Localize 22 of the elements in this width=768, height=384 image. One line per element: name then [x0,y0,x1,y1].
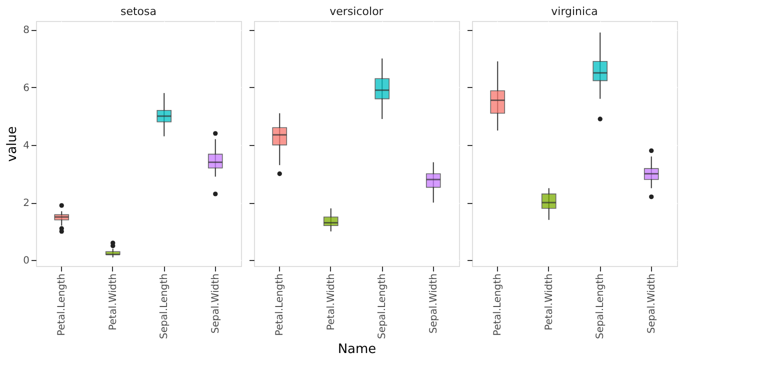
x-tick-label: Sepal.Length [595,274,606,339]
x-tick-label: Sepal.Width [428,274,440,334]
x-tick-label: Petal.Width [544,274,555,330]
x-tick-label: Petal.Length [492,274,504,336]
x-tick-label: Sepal.Length [159,274,170,339]
y-axis-title: value [5,126,20,162]
x-tick-label: Sepal.Length [377,274,388,339]
x-tick-label: Petal.Width [108,274,119,330]
y-tick-label: 2 [23,198,30,210]
x-tick-label: Sepal.Width [210,274,222,334]
chart-title: setosa [120,5,157,18]
chart-title: versicolor [330,5,384,18]
chart-title: virginica [551,5,598,18]
x-tick-label: Petal.Width [326,274,337,330]
x-axis-title: Name [338,342,376,357]
y-tick-label: 4 [23,140,30,152]
y-tick-label: 0 [23,256,30,267]
x-tick-label: Sepal.Width [646,274,658,334]
y-tick-label: 8 [23,25,30,36]
x-tick-label: Petal.Length [274,274,286,336]
x-tick-label: Petal.Length [56,274,68,336]
y-tick-label: 6 [23,82,30,94]
